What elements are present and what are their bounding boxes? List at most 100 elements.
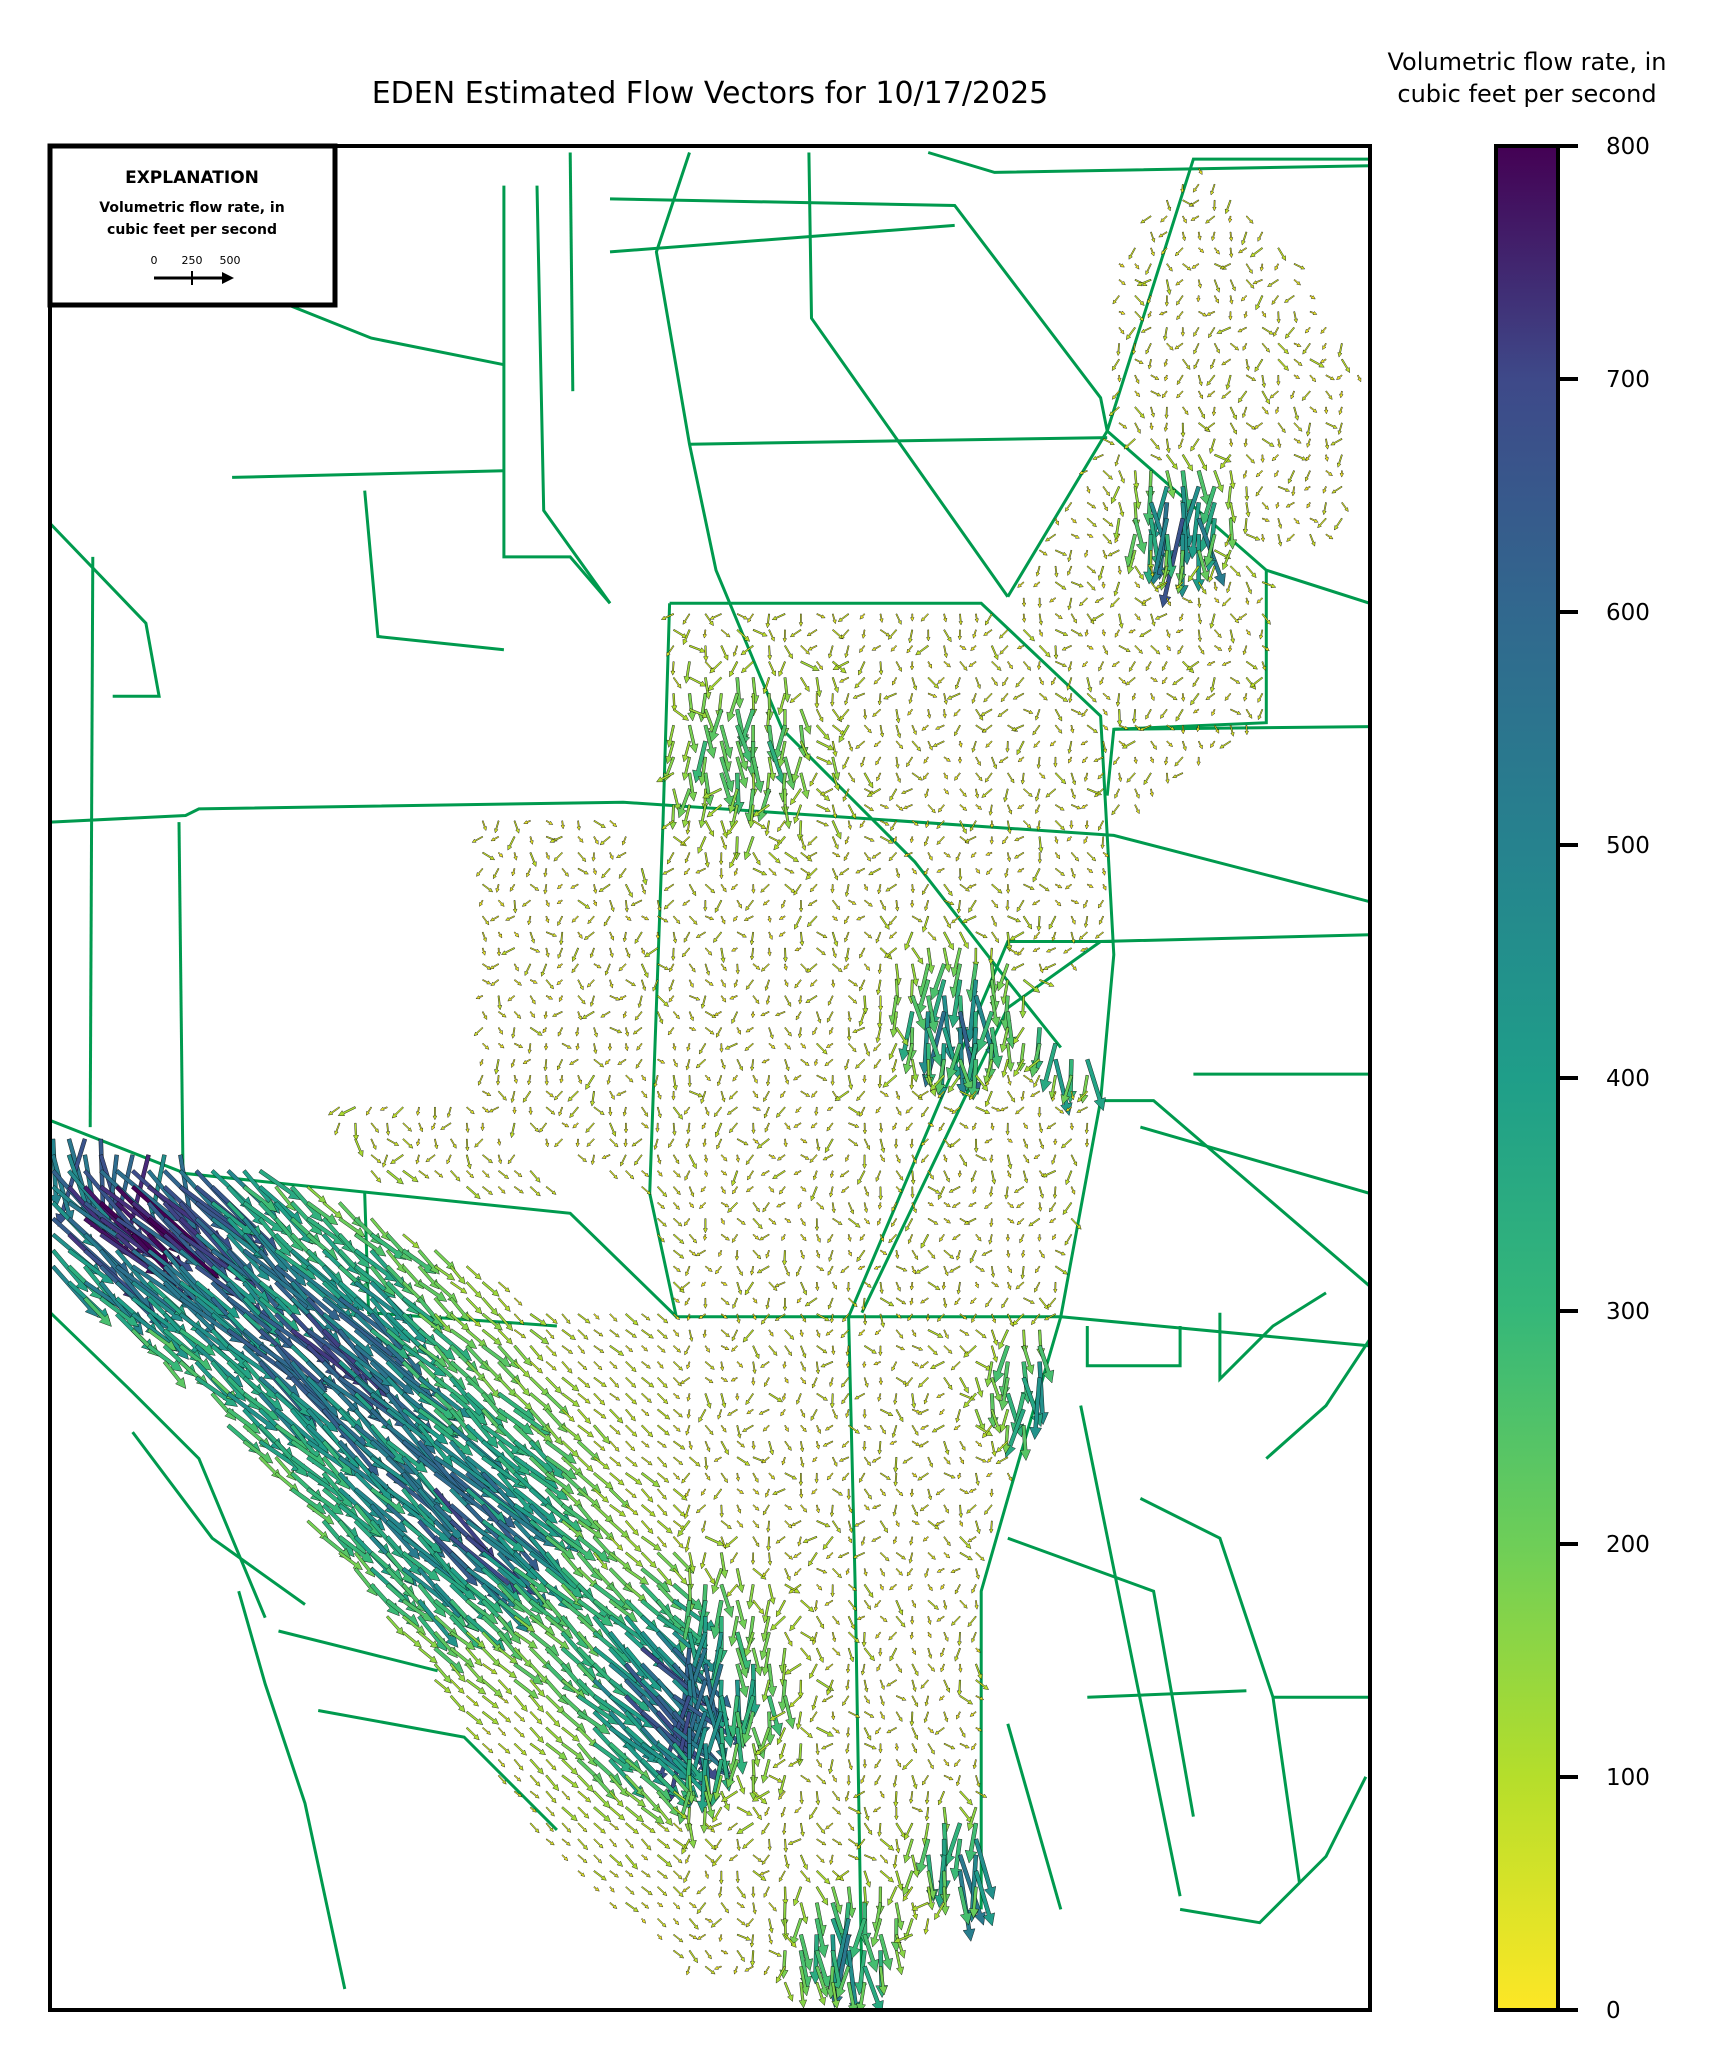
flow-vector: [449, 1663, 466, 1683]
flow-vector: [959, 1790, 973, 1806]
flow-vector: [539, 1122, 548, 1133]
flow-vector: [893, 1933, 913, 1944]
flow-vector: [681, 1472, 691, 1484]
flow-vector: [1245, 454, 1255, 464]
flow-vector: [877, 1075, 883, 1089]
flow-vector: [577, 1838, 589, 1851]
flow-vector: [334, 1122, 341, 1136]
flow-vector: [1325, 470, 1333, 477]
flow-vector: [920, 1297, 929, 1304]
flow-vector: [1193, 358, 1200, 370]
flow-vector: [892, 1854, 898, 1870]
flow-vector: [873, 1058, 882, 1069]
flow-vector: [488, 1106, 500, 1113]
flow-vector: [831, 1409, 838, 1420]
flow-vector: [799, 740, 811, 762]
flow-vector: [446, 1154, 452, 1165]
flow-vector: [799, 1791, 804, 1805]
flow-vector: [927, 1281, 941, 1291]
flow-vector: [1082, 661, 1089, 668]
flow-vector: [1176, 374, 1184, 386]
flow-vector: [736, 1027, 741, 1035]
flow-vector: [417, 1598, 459, 1648]
flow-vector: [482, 963, 492, 970]
flow-vector: [720, 1154, 728, 1162]
flow-vector: [814, 1106, 819, 1117]
flow-vector: [856, 1090, 866, 1102]
flow-vector: [624, 900, 629, 913]
flow-vector: [720, 629, 731, 638]
flow-vector: [481, 1328, 503, 1346]
flow-vector: [1038, 1297, 1049, 1310]
flow-vector: [720, 1201, 730, 1208]
flow-vector: [1107, 549, 1120, 557]
flow-vector: [729, 995, 738, 1000]
flow-vector: [846, 1281, 851, 1293]
flow-vector: [892, 1775, 898, 1788]
flow-vector: [527, 915, 532, 926]
flow-vector: [783, 1138, 788, 1148]
flow-vector: [1216, 326, 1232, 334]
flow-vector: [815, 1011, 822, 1024]
flow-vector: [465, 1297, 483, 1315]
flow-vector: [1006, 1170, 1012, 1179]
canal-line: [927, 151, 1370, 174]
flow-vector: [847, 1424, 860, 1434]
flow-vector: [1070, 581, 1084, 588]
flow-vector: [1001, 1058, 1009, 1078]
flow-vector: [1049, 1202, 1057, 1213]
flow-vector: [1101, 629, 1106, 637]
flow-vector: [888, 915, 898, 926]
flow-vector: [1261, 581, 1277, 589]
flow-vector: [827, 995, 834, 1006]
flow-vector: [1273, 326, 1280, 337]
flow-vector: [656, 1408, 671, 1420]
flow-vector: [1319, 358, 1327, 363]
flow-vector: [576, 1440, 601, 1463]
flow-vector: [781, 1250, 788, 1266]
flow-vector: [959, 883, 970, 892]
flow-vector: [841, 1186, 850, 1193]
flow-vector: [969, 1711, 977, 1717]
flow-vector: [1015, 1106, 1025, 1115]
flow-vector: [1229, 565, 1241, 577]
flow-vector: [799, 772, 810, 800]
flow-vector: [1165, 470, 1177, 500]
flow-vector: [783, 804, 792, 830]
flow-vector: [1228, 311, 1233, 321]
flow-vector: [1094, 788, 1104, 798]
flow-vector: [529, 1695, 544, 1713]
flow-vector: [1047, 1297, 1057, 1309]
flow-vector: [450, 1138, 457, 1149]
flow-vector: [908, 629, 914, 644]
flow-vector: [1175, 629, 1184, 634]
flow-vector: [1177, 645, 1184, 655]
flow-vector: [1005, 1043, 1015, 1072]
flow-vector: [764, 1806, 770, 1817]
flow-vector: [1054, 820, 1065, 831]
flow-vector: [765, 1297, 770, 1310]
flow-vector: [609, 1440, 620, 1452]
flow-vector: [733, 915, 738, 922]
flow-vector: [481, 1360, 504, 1384]
flow-vector: [1102, 486, 1110, 497]
flow-vector: [545, 1138, 550, 1148]
flow-vector: [950, 1361, 961, 1371]
flow-vector: [609, 1329, 620, 1338]
flow-vector: [998, 629, 1009, 639]
flow-vector: [1253, 422, 1263, 429]
flow-vector: [561, 1042, 572, 1049]
flow-vector: [1178, 438, 1184, 450]
flow-vector: [1080, 947, 1088, 952]
flow-vector: [1067, 661, 1073, 672]
flow-vector: [749, 947, 755, 961]
flow-vector: [641, 1408, 650, 1417]
flow-vector: [832, 1727, 840, 1734]
flow-vector: [561, 1854, 569, 1862]
flow-vector: [846, 1488, 851, 1501]
flow-vector: [465, 1122, 470, 1134]
flow-vector: [1038, 644, 1051, 658]
flow-vector: [1261, 390, 1270, 405]
flow-vector: [852, 1026, 866, 1034]
flow-vector: [1205, 215, 1216, 224]
